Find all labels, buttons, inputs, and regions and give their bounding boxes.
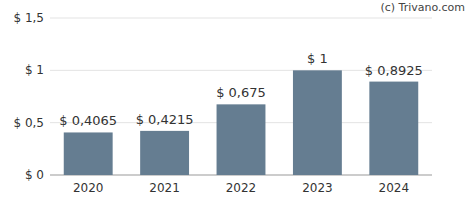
chart-container: $ 0 $ 0,5 $ 1 $ 1,5 $ 0,4065 $ 0,4215 $ 0,675 $… — [0, 0, 470, 200]
y-tick-label: $ 0,5 — [13, 116, 44, 130]
x-tick-label: 2020 — [73, 181, 104, 195]
x-tick-label: 2023 — [302, 181, 333, 195]
chart: $ 0 $ 0,5 $ 1 $ 1,5 $ 0,4065 $ 0,4215 $ 0,675 $… — [0, 0, 470, 200]
bar — [293, 70, 342, 175]
x-tick-label: 2022 — [226, 181, 257, 195]
grid-line — [50, 18, 432, 19]
y-tick-label: $ 1 — [25, 63, 44, 77]
bar — [369, 82, 418, 175]
y-tick-label: $ 1,5 — [13, 11, 44, 25]
data-label: $ 0,4215 — [136, 112, 194, 127]
data-label: $ 0,8925 — [365, 63, 423, 78]
y-tick-label: $ 0 — [25, 168, 44, 182]
data-label: $ 1 — [307, 51, 328, 66]
x-tick-label: 2021 — [149, 181, 180, 195]
data-label: $ 0,675 — [216, 85, 266, 100]
x-tick-label: 2024 — [379, 181, 410, 195]
data-label: $ 0,4065 — [59, 113, 117, 128]
bar — [217, 104, 266, 175]
watermark: (c) Trivano.com — [380, 1, 465, 14]
bar — [140, 131, 189, 175]
bar — [64, 132, 113, 175]
